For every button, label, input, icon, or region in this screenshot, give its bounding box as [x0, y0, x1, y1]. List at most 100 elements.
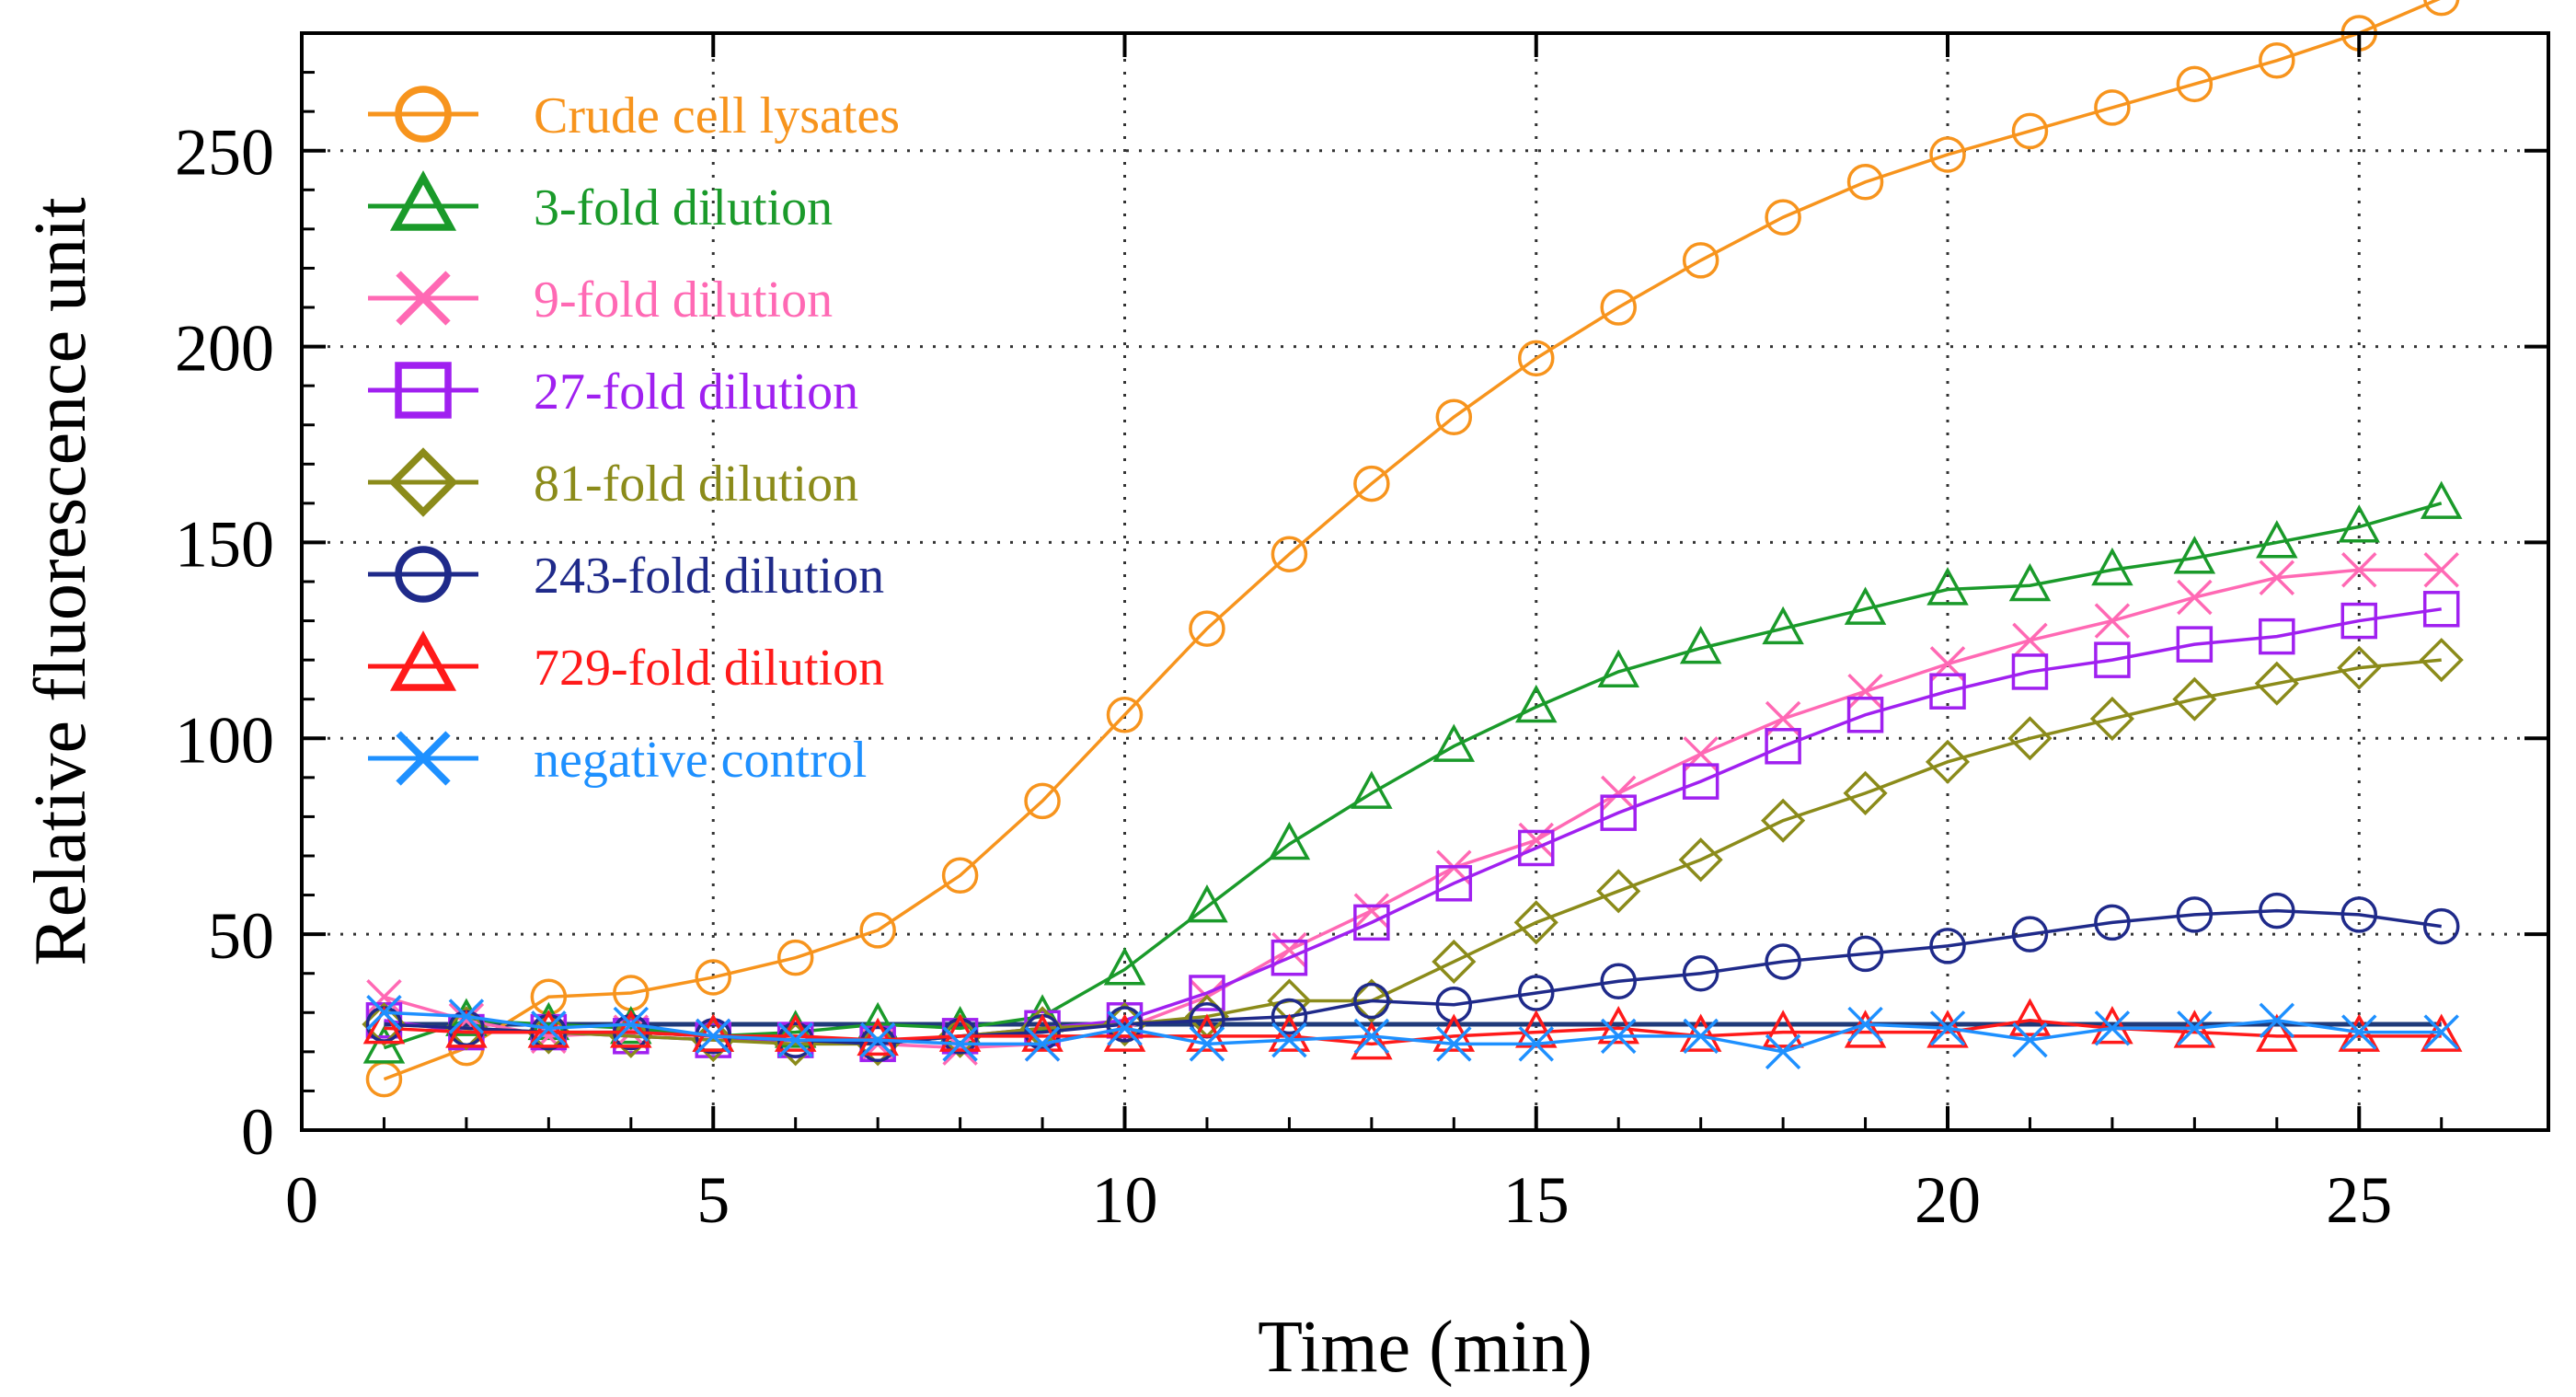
data-point-243-fold-dilution-24: [2259, 892, 2295, 929]
data-point-negative-control-4: [613, 1006, 650, 1043]
data-point-9-fold-dilution-1: [366, 979, 402, 1015]
data-point-negative-control-9: [1024, 1026, 1061, 1062]
data-point-negative-control-13: [1353, 1018, 1390, 1055]
data-point-729-fold-dilution-12: [1268, 1013, 1311, 1052]
data-point-27-fold-dilution-11: [1189, 975, 1225, 1011]
data-point-negative-control-22: [2094, 1010, 2131, 1046]
data-point-729-fold-dilution-19: [1844, 1010, 1887, 1048]
data-point-9-fold-dilution-23: [2177, 579, 2213, 616]
legend-label-729-fold-dilution: 729-fold dilution: [534, 640, 884, 697]
data-point-negative-control-15: [1518, 1026, 1554, 1062]
data-point-negative-control-12: [1271, 1022, 1307, 1058]
data-point-9-fold-dilution-19: [1847, 673, 1883, 710]
data-point-crude-cell-lysates-24: [2259, 42, 2295, 79]
y-tick-label-50: 50: [208, 899, 274, 973]
legend-item-81-fold-dilution: 81-fold dilution: [368, 447, 858, 517]
data-point-81-fold-dilution-14: [1432, 939, 1477, 985]
x-tick-label-25: 25: [2326, 1163, 2392, 1237]
data-point-9-fold-dilution-21: [2012, 622, 2048, 659]
legend-item-3-fold-dilution: 3-fold dilution: [368, 170, 833, 237]
y-tick-label-100: 100: [175, 703, 274, 777]
data-point-729-fold-dilution-7: [857, 1017, 899, 1056]
data-point-negative-control-7: [859, 1022, 896, 1058]
data-point-27-fold-dilution-13: [1353, 904, 1390, 941]
data-point-9-fold-dilution-26: [2423, 551, 2459, 588]
data-point-3-fold-dilution-14: [1432, 723, 1476, 762]
y-tick-label-150: 150: [175, 507, 274, 581]
data-point-3-fold-dilution-23: [2173, 536, 2216, 574]
legend: Crude cell lysates 3-fold dilution 9-fold …: [368, 86, 900, 789]
data-point-3-fold-dilution-16: [1597, 649, 1639, 687]
data-point-243-fold-dilution-17: [1682, 954, 1719, 992]
data-point-crude-cell-lysates-13: [1353, 465, 1390, 502]
data-point-crude-cell-lysates-26: [2423, 0, 2460, 17]
data-point-81-fold-dilution-20: [1925, 739, 1971, 784]
data-point-729-fold-dilution-22: [2091, 1005, 2133, 1045]
data-point-27-fold-dilution-15: [1518, 829, 1555, 867]
y-axis-title: Relative fluorescence unit: [20, 197, 101, 965]
data-point-negative-control-3: [531, 1010, 567, 1046]
data-point-crude-cell-lysates-23: [2176, 65, 2214, 103]
data-point-negative-control-24: [2259, 1002, 2295, 1039]
data-point-729-fold-dilution-4: [610, 1010, 652, 1048]
data-point-27-fold-dilution-22: [2094, 641, 2131, 678]
legend-marker-729-fold-dilution: [389, 630, 457, 691]
data-point-3-fold-dilution-21: [2008, 562, 2052, 602]
data-point-27-fold-dilution-16: [1600, 794, 1637, 831]
data-point-729-fold-dilution-21: [2008, 998, 2052, 1036]
data-point-9-fold-dilution-13: [1353, 893, 1390, 929]
x-tick-label-0: 0: [285, 1163, 318, 1237]
data-point-negative-control-11: [1189, 1026, 1225, 1062]
data-point-crude-cell-lysates-18: [1765, 199, 1801, 236]
data-point-negative-control-25: [2341, 1014, 2377, 1050]
data-point-negative-control-14: [1436, 1026, 1472, 1062]
data-point-243-fold-dilution-13: [1353, 982, 1390, 1020]
legend-marker-81-fold-dilution: [388, 447, 458, 517]
data-point-negative-control-2: [448, 999, 485, 1034]
data-point-crude-cell-lysates-9: [1024, 782, 1061, 820]
data-point-3-fold-dilution-25: [2338, 504, 2381, 543]
data-point-crude-cell-lysates-21: [2011, 112, 2049, 150]
data-point-243-fold-dilution-15: [1518, 975, 1555, 1011]
data-point-crude-cell-lysates-6: [776, 939, 814, 976]
data-point-3-fold-dilution-10: [1103, 947, 1146, 986]
legend-marker-negative-control: [396, 731, 451, 786]
data-point-729-fold-dilution-3: [527, 1010, 570, 1048]
legend-item-negative-control: negative control: [368, 731, 867, 789]
data-point-243-fold-dilution-26: [2422, 907, 2460, 945]
data-point-27-fold-dilution-17: [1682, 763, 1719, 800]
x-tick-label-20: 20: [1915, 1163, 1981, 1237]
data-point-crude-cell-lysates-8: [941, 857, 979, 895]
y-tick-label-0: 0: [241, 1095, 274, 1169]
data-point-27-fold-dilution-26: [2422, 591, 2460, 628]
data-point-729-fold-dilution-24: [2256, 1013, 2298, 1052]
data-point-negative-control-1: [366, 995, 402, 1031]
legend-label-crude-cell-lysates: Crude cell lysates: [534, 87, 900, 144]
series-line-negative-control: [384, 1010, 2442, 1054]
data-point-3-fold-dilution-1: [362, 1025, 406, 1064]
data-point-243-fold-dilution-22: [2094, 904, 2131, 941]
legend-marker-9-fold-dilution: [396, 271, 451, 326]
data-point-729-fold-dilution-13: [1351, 1022, 1393, 1060]
data-point-negative-control-6: [777, 1022, 813, 1058]
data-point-81-fold-dilution-7: [856, 1022, 901, 1067]
data-point-crude-cell-lysates-16: [1600, 289, 1637, 326]
data-point-negative-control-18: [1765, 1033, 1801, 1070]
data-point-3-fold-dilution-19: [1844, 586, 1887, 625]
data-point-crude-cell-lysates-20: [1929, 136, 1966, 173]
y-tick-label-200: 200: [175, 312, 274, 386]
data-point-81-fold-dilution-10: [1102, 1001, 1147, 1047]
x-tick-label-15: 15: [1503, 1163, 1570, 1237]
legend-marker-27-fold-dilution: [395, 362, 452, 419]
data-point-243-fold-dilution-21: [2011, 916, 2049, 952]
legend-item-27-fold-dilution: 27-fold dilution: [368, 362, 858, 421]
data-point-crude-cell-lysates-17: [1682, 242, 1719, 279]
data-point-3-fold-dilution-26: [2420, 480, 2463, 519]
data-point-27-fold-dilution-21: [2011, 653, 2049, 690]
data-point-243-fold-dilution-16: [1600, 963, 1637, 999]
x-tick-label-5: 5: [696, 1163, 730, 1237]
data-point-243-fold-dilution-14: [1435, 987, 1473, 1023]
data-point-729-fold-dilution-10: [1103, 1013, 1146, 1052]
data-point-729-fold-dilution-1: [362, 1005, 406, 1045]
